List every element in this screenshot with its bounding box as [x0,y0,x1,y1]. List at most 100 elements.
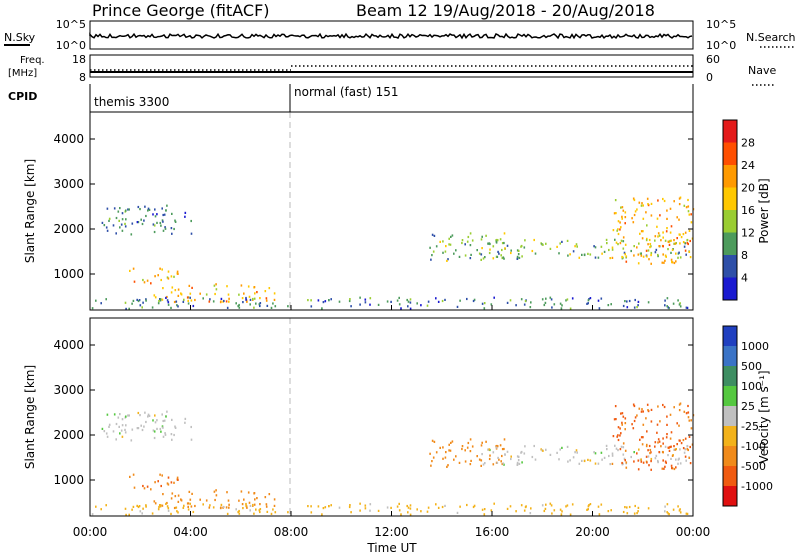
power-echo-cell [176,304,178,307]
velocity-echo-cell [159,504,162,507]
velocity-echo-cell [174,426,177,429]
power-echo-cell [480,258,482,261]
power-echo-cell [364,301,367,304]
power-echo-cell [488,242,491,245]
power-echo-cell [100,302,102,305]
power-echo-cell [145,298,147,301]
power-echo-cell [637,304,639,307]
velocity-echo-cell [429,452,431,455]
power-echo-cell [247,285,250,288]
power-echo-cell [509,299,512,302]
power-echo-cell [427,300,430,303]
power-echo-cell [646,255,648,258]
velocity-echo-cell [674,448,677,451]
power-echo-cell [504,247,506,250]
power-echo-cell [558,252,560,255]
power-echo-cell [662,245,664,248]
power-echo-cell [154,275,156,278]
velocity-echo-cell [485,440,487,443]
velocity-echo-cell [471,445,474,448]
velocity-echo-cell [521,461,523,464]
power-echo-cell [226,285,228,288]
power-echo-cell [679,256,682,259]
velocity-echo-cell [678,509,681,512]
power-echo-cell [223,299,225,303]
power-echo-cell [209,298,211,301]
velocity-echo-cell [665,461,667,464]
power-echo-cell [690,221,693,224]
velocity-echo-cell [642,410,644,413]
power-echo-cell [686,306,689,309]
power-echo-cell [113,207,116,210]
velocity-echo-cell [685,412,688,415]
power-echo-cell [665,230,668,233]
velocity-colorbar-tick: -1000 [741,480,773,493]
velocity-echo-cell [509,505,512,508]
velocity-echo-cell [684,455,687,458]
power-echo-cell [569,253,571,256]
velocity-echo-cell [620,432,622,435]
velocity-echo-cell [137,427,140,430]
velocity-colorbar-tick: -500 [741,460,766,473]
velocity-echo-cell [349,504,351,507]
power-echo-cell [407,300,410,303]
velocity-echo-cell [686,445,688,448]
power-echo-cell [616,229,618,232]
velocity-echo-cell [209,504,211,507]
velocity-echo-cell [503,438,506,441]
velocity-echo-cell [247,491,250,494]
power-echo-cell [119,226,121,229]
velocity-echo-cell [531,455,534,459]
power-echo-cell [524,300,527,303]
velocity-echo-cell [657,405,659,408]
velocity-echo-cell [433,440,436,443]
power-echo-cell [688,229,691,232]
power-echo-cell [167,301,170,304]
velocity-echo-cell [227,499,230,502]
power-echo-cell [377,303,380,306]
velocity-echo-cell [467,441,470,445]
velocity-echo-cell [540,448,542,451]
velocity-echo-cell [686,448,689,451]
velocity-echo-cell [108,423,111,426]
power-echo-cell [439,240,441,243]
power-echo-cell [516,257,519,260]
velocity-echo-cell [348,505,351,509]
velocity-echo-cell [451,440,454,443]
velocity-echo-cell [608,454,610,458]
velocity-echo-cell [632,427,635,430]
velocity-echo-cell [633,451,635,454]
velocity-echo-cell [668,449,671,452]
cpid-mode-themis: themis 3300 [94,95,169,109]
velocity-echo-cell [689,462,692,465]
velocity-echo-cell [637,506,640,509]
velocity-echo-cell [118,425,120,428]
power-echo-cell [621,255,623,259]
power-echo-cell [258,303,261,306]
power-echo-cell [669,239,671,243]
velocity-echo-cell [488,448,491,451]
velocity-echo-cell [583,459,586,463]
velocity-echo-cell [571,503,574,506]
power-echo-cell [328,299,330,302]
power-echo-cell [348,299,351,303]
velocity-echo-cell [167,483,170,486]
power-echo-cell [359,296,361,299]
power-echo-cell [471,239,474,242]
velocity-echo-cell [496,445,499,448]
power-echo-cell [663,261,665,264]
power-echo-cell [677,299,679,302]
velocity-echo-cell [517,459,520,462]
power-echo-cell [133,280,136,283]
velocity-echo-cell [640,460,643,463]
power-echo-cell [667,248,669,251]
power-echo-cell [586,302,588,305]
power-echo-cell [161,298,164,301]
velocity-echo-cell [616,435,618,438]
power-colorbar-tick: 20 [741,182,755,195]
power-echo-cell [461,241,463,245]
velocity-echo-cell [435,503,437,506]
power-echo-cell [684,242,686,245]
power-echo-cell [649,246,651,249]
velocity-echo-cell [575,449,578,452]
